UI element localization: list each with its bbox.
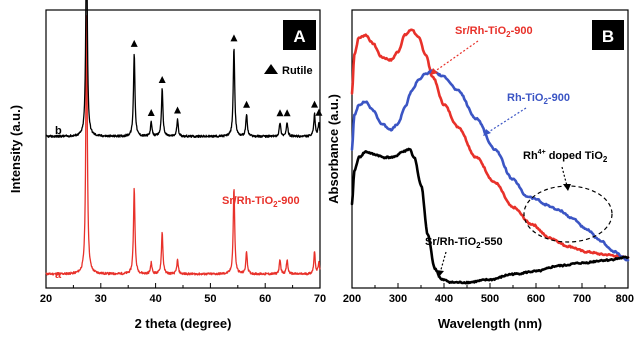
panel-b-y-axis-title: Absorbance (a.u.) [326, 94, 341, 204]
panel-a-x-axis-title: 2 theta (degree) [135, 316, 232, 331]
panel-a-x-tick-label: 40 [149, 293, 161, 305]
panel-b-x-tick-label: 700 [573, 293, 591, 305]
panel-a-curve-label-a: a [55, 269, 62, 281]
panel-b-badge-label: B [602, 27, 614, 46]
panel-a-badge [283, 20, 316, 50]
panel-b-highlight-ellipse [523, 185, 613, 243]
panel-a-curve-label-b: b [55, 125, 62, 137]
panel-a-badge-label: A [293, 27, 305, 46]
panel-b-series-line [350, 69, 630, 262]
panel-b-arrowhead-sr-rh-550 [436, 270, 444, 278]
panel-b-badge [592, 20, 624, 50]
panel-a-xrd-chart: 20 30 40 50 60 70 Intensity (a.u.) 2 theta (d… [8, 0, 326, 331]
rutile-marker-triangle-icon [276, 109, 284, 117]
panel-b-series-line [350, 147, 630, 285]
panel-b-arrowhead-rh-900 [483, 129, 491, 136]
panel-b-x-axis-title: Wavelength (nm) [438, 316, 542, 331]
panel-a-series-a [45, 15, 321, 276]
panel-b-label-sr-rh-900: Sr/Rh-TiO2-900 [455, 25, 533, 39]
panel-a-series [45, 0, 321, 276]
panel-a-series-b [45, 0, 321, 138]
panel-a-x-tick-label: 30 [95, 293, 107, 305]
panel-b-arrow-sr-rh-900 [433, 40, 479, 73]
panel-b-x-tick-label: 500 [481, 293, 499, 305]
rutile-marker-triangle-icon [147, 108, 155, 116]
panel-a-x-tick-label: 70 [314, 293, 326, 305]
panel-b-label-rh4-doped: Rh4+ doped TiO2 [523, 149, 608, 164]
panel-a-sample-label: Sr/Rh-TiO2-900 [222, 195, 300, 209]
panel-b-arrow-rh-900 [486, 107, 527, 134]
panel-b-series-line [350, 28, 630, 260]
panel-b-arrow-rh4-doped [561, 166, 568, 187]
panel-b-x-tick-labels: 200 300 400 500 600 700 800 [343, 293, 634, 305]
panel-a-x-tick-label: 60 [259, 293, 271, 305]
panel-b-x-tick-label: 600 [527, 293, 545, 305]
panel-a-x-tick-label: 20 [40, 293, 52, 305]
panel-b-x-tick-label: 300 [389, 293, 407, 305]
rutile-marker-triangle-icon [130, 39, 138, 47]
panel-b-arrowhead-sr-rh-900 [430, 68, 438, 75]
panel-a-x-tick-label: 50 [204, 293, 216, 305]
rutile-marker-triangle-icon [283, 109, 291, 117]
panel-a-legend-rutile: Rutile [282, 65, 313, 77]
panel-b-series [350, 28, 630, 285]
rutile-legend-triangle-icon [264, 64, 278, 74]
rutile-marker-triangle-icon [311, 100, 319, 108]
panel-b-label-sr-rh-550: Sr/Rh-TiO2-550 [425, 236, 503, 250]
panel-b-absorbance-chart: 200 300 400 500 600 700 800 Absorbance (a.u.) … [326, 9, 634, 331]
rutile-marker-triangle-icon [315, 108, 323, 116]
panel-b-arrowhead-rh4-doped [563, 184, 571, 191]
panel-b-x-tick-label: 200 [343, 293, 361, 305]
rutile-marker-triangle-icon [174, 106, 182, 114]
panel-b-x-tick-label: 800 [616, 293, 634, 305]
panel-a-rutile-markers [130, 34, 323, 117]
panel-b-arrow-sr-rh-550 [439, 251, 447, 274]
panel-a-x-ticks [45, 283, 321, 288]
panel-a-x-tick-labels: 20 30 40 50 60 70 [40, 293, 326, 305]
rutile-marker-triangle-icon [158, 75, 166, 83]
panel-a-y-axis-title: Intensity (a.u.) [8, 105, 23, 193]
rutile-marker-triangle-icon [230, 34, 238, 42]
panel-b-x-tick-label: 400 [435, 293, 453, 305]
rutile-marker-triangle-icon [243, 100, 251, 108]
panel-b-label-rh-900: Rh-TiO2-900 [507, 92, 570, 106]
panel-b-x-ticks [351, 283, 629, 288]
